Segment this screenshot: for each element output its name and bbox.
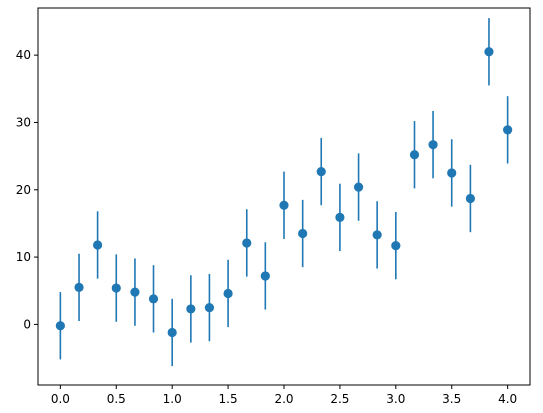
data-point <box>409 150 420 160</box>
data-point <box>298 228 308 239</box>
data-point <box>204 302 215 313</box>
data-point <box>260 271 270 281</box>
y-tick-label: 10 <box>16 250 31 264</box>
y-tick-label: 0 <box>23 317 31 331</box>
x-tick-label: 1.5 <box>219 392 238 406</box>
x-tick-label: 0.5 <box>107 392 126 406</box>
data-point <box>335 212 345 222</box>
x-tick-label: 3.5 <box>442 392 461 406</box>
data-point <box>391 241 401 251</box>
axes: 0.0 0.5 1.0 1.5 2.0 2.5 3.0 3.5 4.0 0 10 20 30 40 <box>16 7 531 406</box>
x-tick-label: 2.5 <box>330 392 349 406</box>
data-marks <box>55 18 513 367</box>
x-tick-label: 1.0 <box>163 392 182 406</box>
y-tick-label: 40 <box>16 48 31 62</box>
data-point <box>130 287 140 297</box>
data-point <box>316 166 326 177</box>
x-tick-label: 4.0 <box>498 392 517 406</box>
x-tick-label: 3.0 <box>386 392 405 406</box>
data-point <box>372 230 382 240</box>
data-point <box>223 288 233 299</box>
data-point <box>503 125 513 135</box>
y-tick-label: 20 <box>16 183 31 197</box>
data-point <box>74 282 84 292</box>
data-point <box>447 168 457 178</box>
data-point <box>111 283 121 293</box>
x-tick-label: 2.0 <box>274 392 293 406</box>
x-tick-label: 0.0 <box>51 392 70 406</box>
data-point <box>186 304 196 314</box>
data-point <box>465 193 476 204</box>
data-point <box>242 238 252 248</box>
data-point <box>484 47 494 57</box>
data-point <box>428 140 438 150</box>
y-tick-label: 30 <box>16 115 31 129</box>
data-point <box>148 294 159 304</box>
data-point <box>279 200 289 210</box>
data-point <box>55 321 65 331</box>
data-point <box>353 182 364 192</box>
data-point <box>167 327 177 338</box>
data-point <box>92 240 103 250</box>
